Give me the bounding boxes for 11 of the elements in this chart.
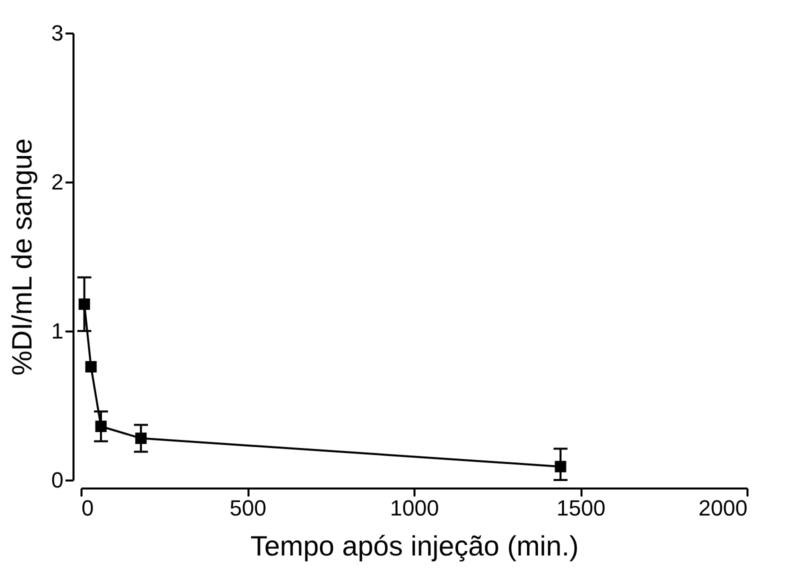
y-tick-label: 0	[51, 468, 64, 492]
x-axis-title: Tempo após injeção (min.)	[250, 530, 579, 562]
y-tick-label: 2	[51, 170, 64, 194]
x-tick-label: 500	[230, 496, 266, 520]
y-tick-label: 3	[51, 20, 64, 46]
x-tick-label: 1500	[556, 496, 606, 520]
y-tick-label: 1	[51, 318, 64, 344]
x-tick-label: 0	[82, 496, 94, 520]
x-tick-label: 1000	[390, 496, 439, 520]
x-tick-label: 2000	[698, 496, 748, 520]
y-axis-title: %DI/mL de sangue	[6, 138, 38, 376]
